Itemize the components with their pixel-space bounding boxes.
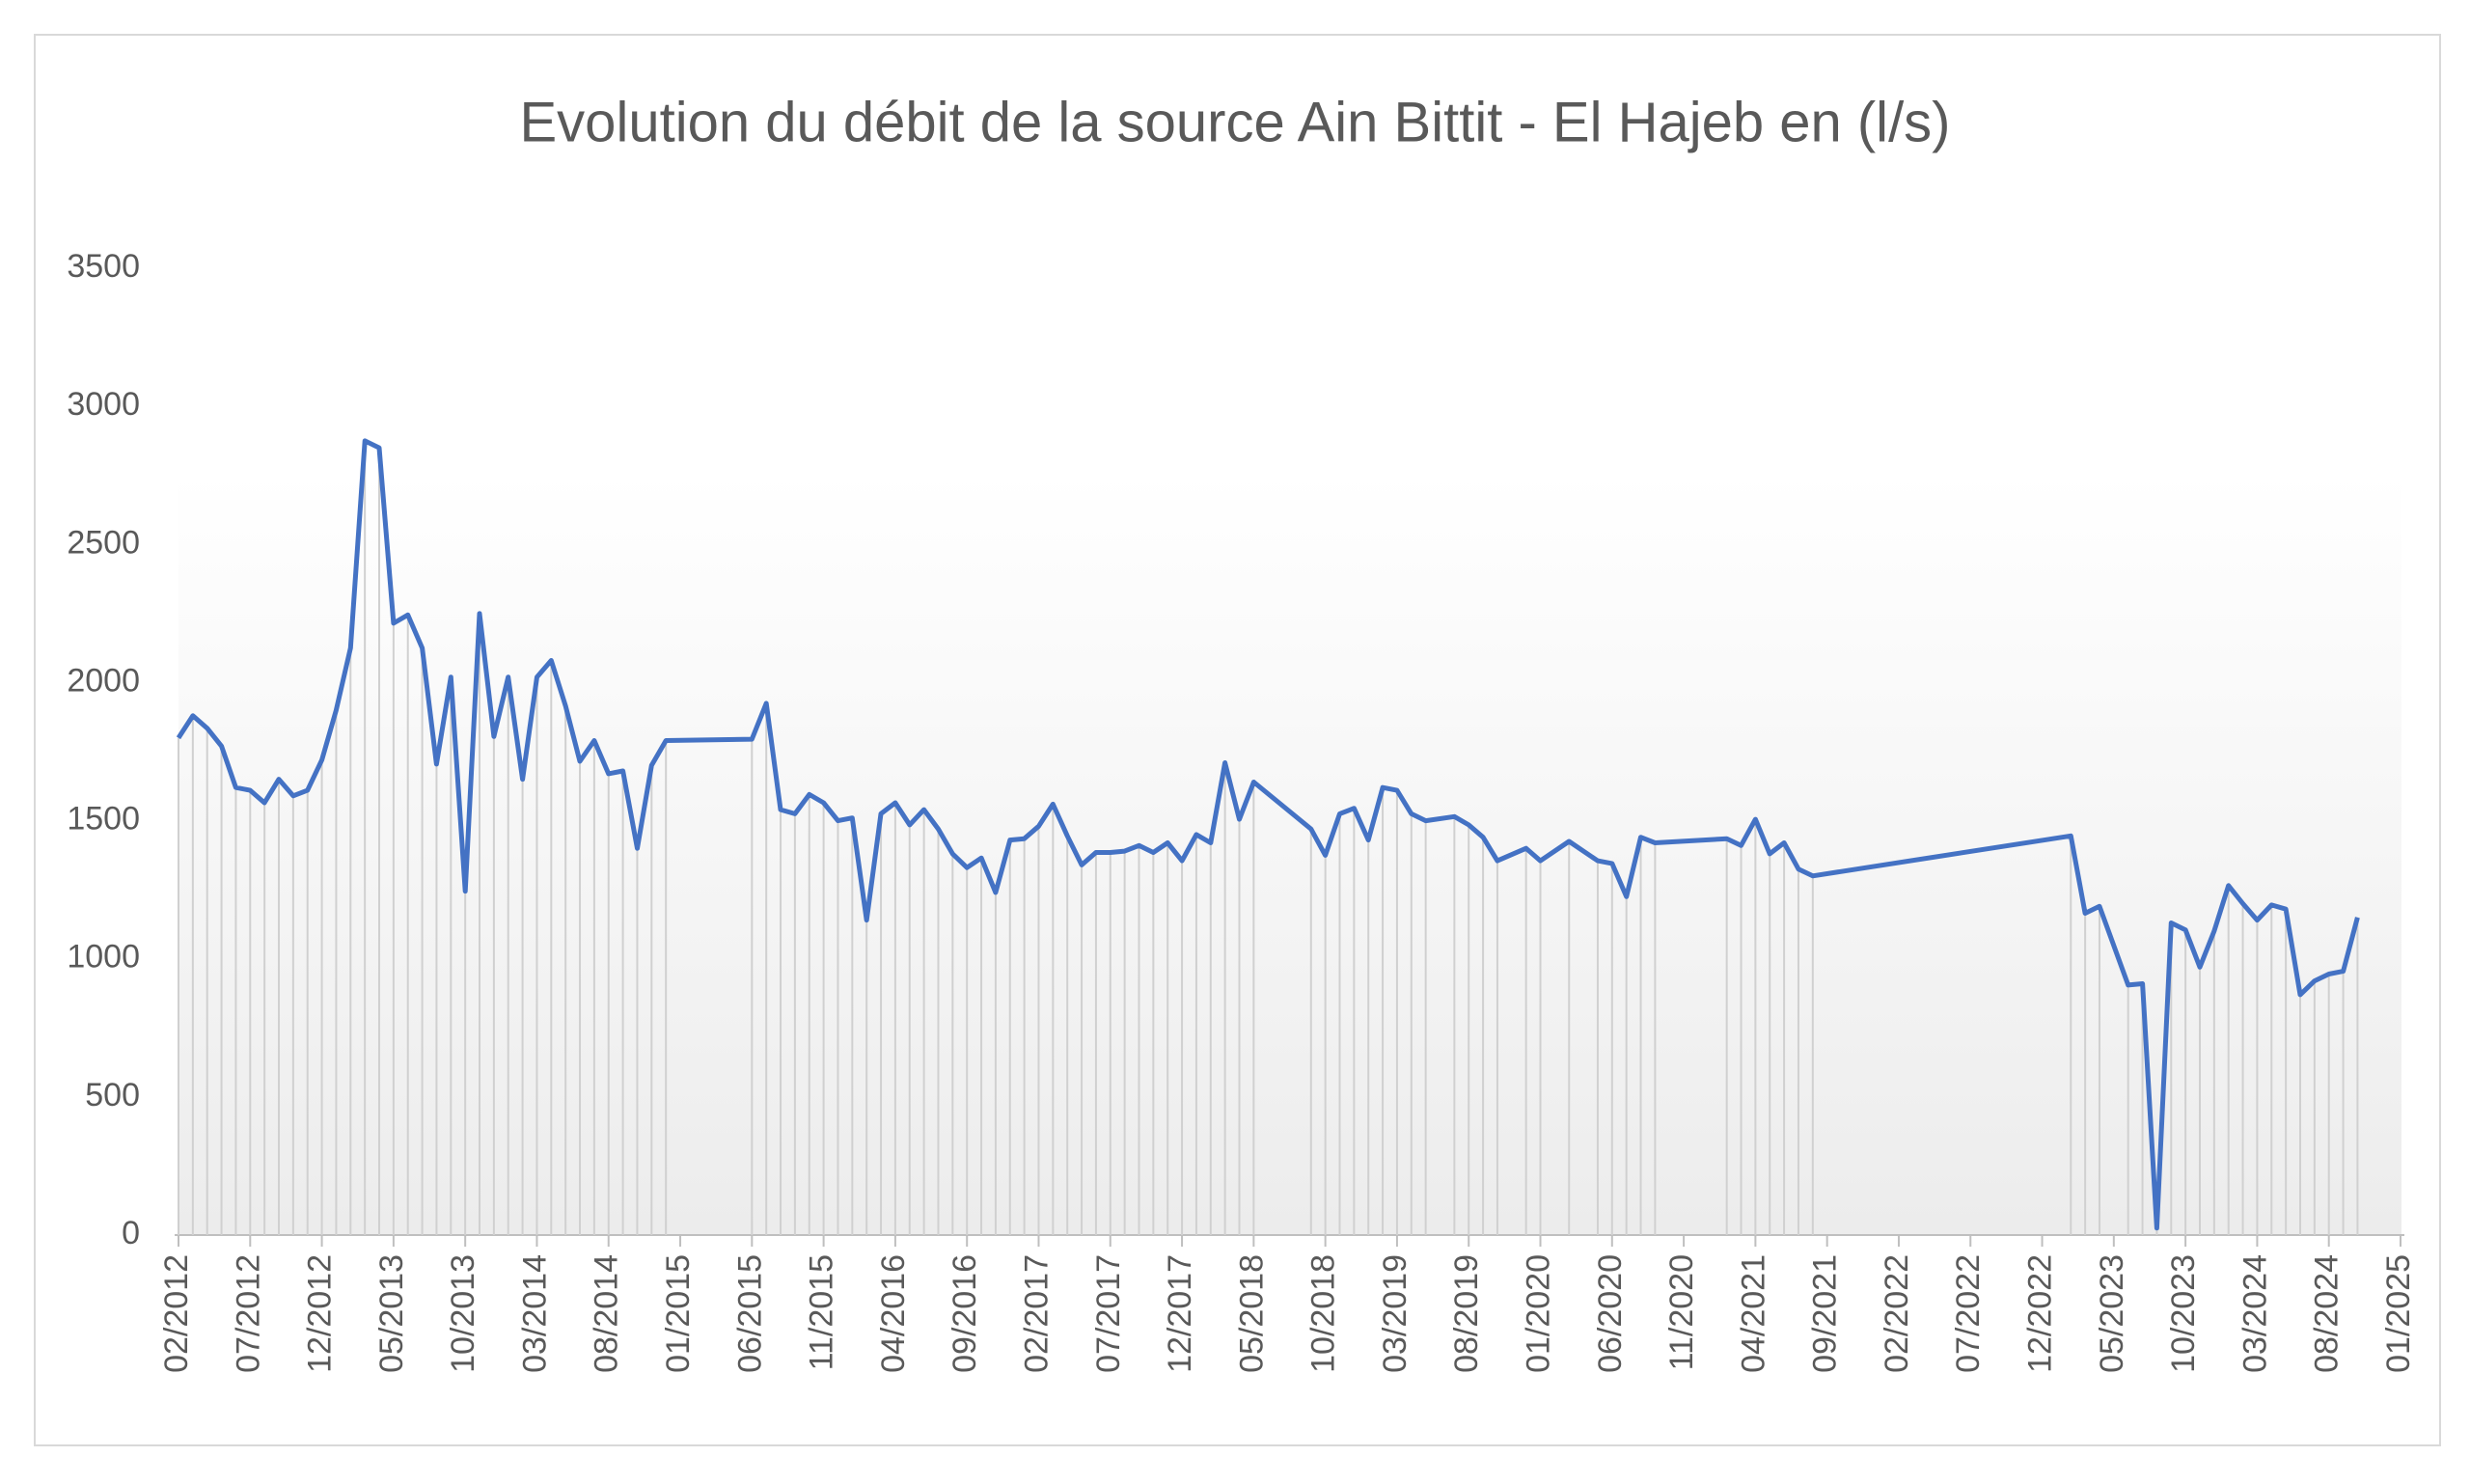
x-tick-label: 02/2017 <box>1018 1254 1055 1373</box>
x-tick-label: 01/2020 <box>1521 1254 1557 1373</box>
x-tick-label: 06/2020 <box>1592 1254 1629 1373</box>
x-tick-label: 08/2019 <box>1448 1254 1485 1373</box>
chart-title: Evolution du débit de la source Ain Bitt… <box>520 91 1951 153</box>
x-tick-label: 01/2025 <box>2380 1254 2417 1373</box>
y-tick-label: 3500 <box>67 248 140 285</box>
x-tick-label: 06/2015 <box>731 1254 768 1373</box>
y-tick-label: 1500 <box>67 801 140 838</box>
x-tick-label: 03/2024 <box>2237 1254 2273 1373</box>
x-tick-label: 02/2012 <box>158 1254 195 1373</box>
x-tick-label: 11/2015 <box>804 1254 840 1370</box>
x-tick-label: 05/2013 <box>373 1254 410 1373</box>
x-tick-label: 02/2022 <box>1879 1254 1915 1373</box>
x-tick-label: 04/2021 <box>1735 1254 1771 1373</box>
x-tick-label: 03/2019 <box>1377 1254 1413 1373</box>
x-tick-label: 09/2016 <box>947 1254 983 1373</box>
x-tick-label: 07/2012 <box>230 1254 266 1373</box>
x-tick-label: 05/2018 <box>1233 1254 1270 1373</box>
x-tick-label: 09/2021 <box>1807 1254 1844 1373</box>
x-tick-label: 04/2016 <box>875 1254 912 1373</box>
y-tick-label: 3000 <box>67 386 140 423</box>
x-tick-label: 07/2017 <box>1090 1254 1127 1373</box>
x-tick-label: 12/2017 <box>1162 1254 1198 1373</box>
y-tick-label: 2000 <box>67 662 140 699</box>
y-tick-label: 500 <box>85 1077 140 1113</box>
x-tick-label: 08/2024 <box>2309 1254 2346 1373</box>
x-tick-label: 07/2022 <box>1950 1254 1987 1373</box>
y-tick-label: 0 <box>122 1215 140 1251</box>
x-tick-label: 05/2023 <box>2094 1254 2130 1373</box>
x-tick-label: 10/2013 <box>445 1254 481 1373</box>
x-tick-label: 03/2014 <box>516 1254 553 1373</box>
x-tick-label: 01/2015 <box>660 1254 697 1373</box>
x-tick-label: 10/2023 <box>2165 1254 2202 1373</box>
x-tick-label: 08/2014 <box>589 1254 625 1373</box>
y-tick-label: 1000 <box>67 939 140 976</box>
x-tick-label: 12/2022 <box>2022 1254 2059 1373</box>
x-tick-label: 11/2020 <box>1663 1254 1700 1370</box>
plot-background <box>178 473 2401 1235</box>
data-line <box>176 438 2360 1231</box>
x-tick-label: 10/2018 <box>1305 1254 1342 1373</box>
x-tick-label: 12/2012 <box>302 1254 339 1373</box>
y-tick-label: 2500 <box>67 524 140 561</box>
